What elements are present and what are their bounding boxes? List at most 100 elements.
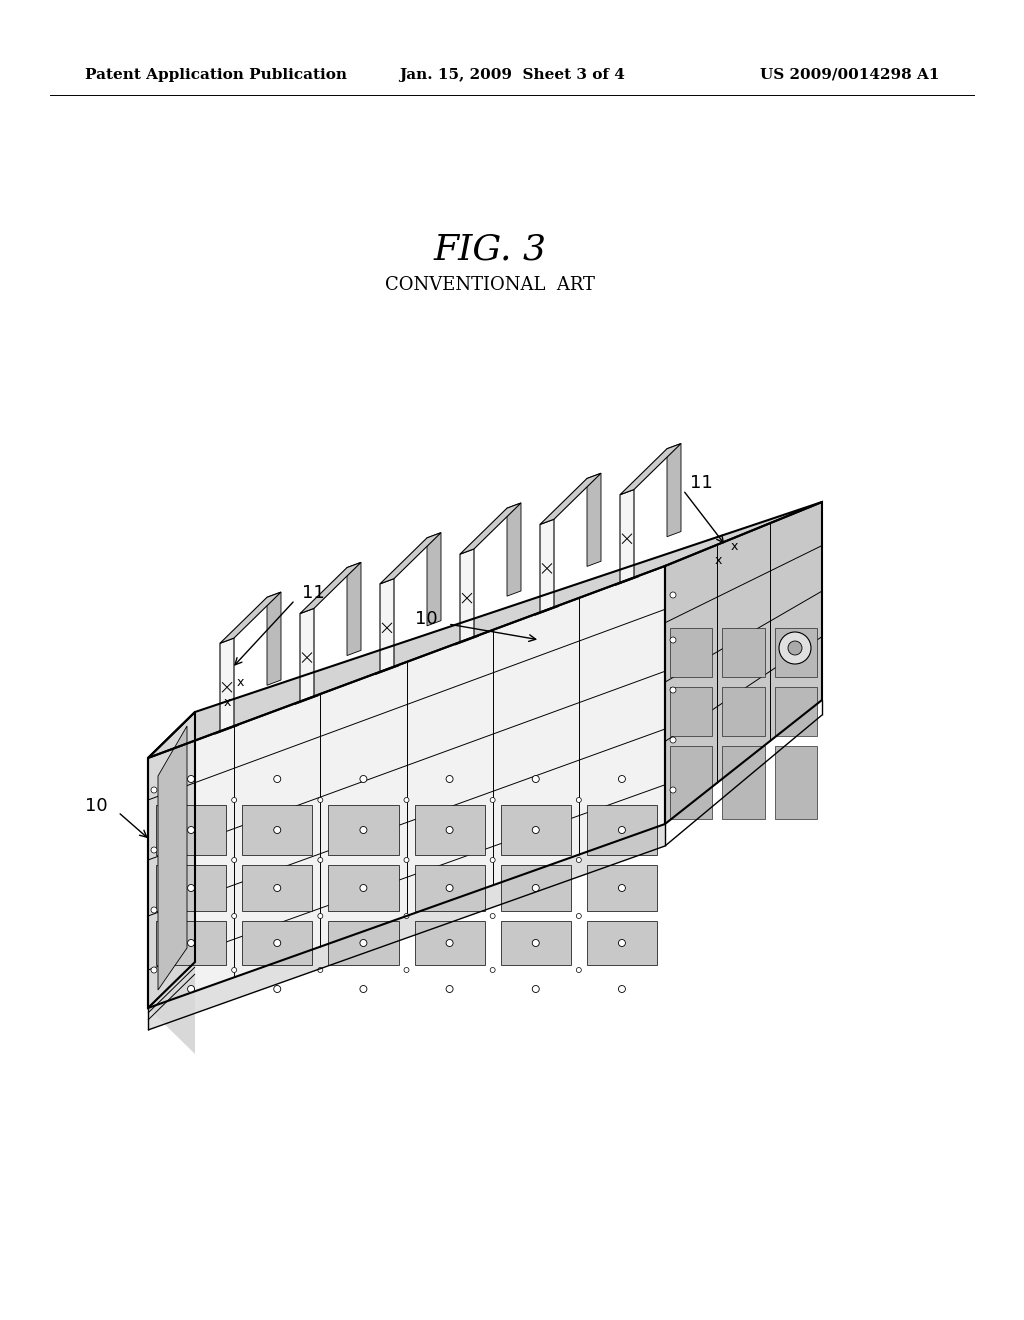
Text: x: x xyxy=(730,540,737,553)
Circle shape xyxy=(446,986,453,993)
Circle shape xyxy=(618,776,626,783)
Circle shape xyxy=(577,968,582,973)
Polygon shape xyxy=(775,746,817,818)
Circle shape xyxy=(187,884,195,891)
Circle shape xyxy=(273,986,281,993)
Polygon shape xyxy=(722,628,765,677)
Circle shape xyxy=(359,776,367,783)
Polygon shape xyxy=(380,578,394,672)
Circle shape xyxy=(273,826,281,833)
Polygon shape xyxy=(427,533,441,626)
Circle shape xyxy=(317,858,323,862)
Text: 10: 10 xyxy=(85,797,108,814)
Polygon shape xyxy=(329,921,398,965)
Polygon shape xyxy=(148,711,195,1053)
Polygon shape xyxy=(501,865,570,911)
Circle shape xyxy=(670,638,676,643)
Circle shape xyxy=(490,913,496,919)
Circle shape xyxy=(404,797,409,803)
Polygon shape xyxy=(620,490,634,582)
Circle shape xyxy=(532,884,540,891)
Circle shape xyxy=(670,737,676,743)
Circle shape xyxy=(187,776,195,783)
Circle shape xyxy=(490,858,496,862)
Circle shape xyxy=(788,642,802,655)
Circle shape xyxy=(577,797,582,803)
Circle shape xyxy=(532,986,540,993)
Polygon shape xyxy=(156,921,226,965)
Polygon shape xyxy=(540,474,601,524)
Circle shape xyxy=(187,986,195,993)
Polygon shape xyxy=(220,593,281,643)
Circle shape xyxy=(532,776,540,783)
Circle shape xyxy=(359,940,367,946)
Text: x: x xyxy=(223,697,230,710)
Polygon shape xyxy=(300,562,361,614)
Polygon shape xyxy=(415,865,484,911)
Polygon shape xyxy=(670,746,713,818)
Text: x: x xyxy=(715,553,722,566)
Circle shape xyxy=(187,826,195,833)
Circle shape xyxy=(317,913,323,919)
Polygon shape xyxy=(670,688,713,737)
Circle shape xyxy=(490,968,496,973)
Text: US 2009/0014298 A1: US 2009/0014298 A1 xyxy=(761,69,940,82)
Circle shape xyxy=(151,847,157,853)
Polygon shape xyxy=(460,549,474,642)
Polygon shape xyxy=(329,865,398,911)
Circle shape xyxy=(618,884,626,891)
Polygon shape xyxy=(587,474,601,566)
Polygon shape xyxy=(501,805,570,855)
Polygon shape xyxy=(300,609,314,701)
Circle shape xyxy=(446,826,453,833)
Polygon shape xyxy=(415,921,484,965)
Polygon shape xyxy=(220,638,234,731)
Circle shape xyxy=(490,797,496,803)
Polygon shape xyxy=(665,502,822,824)
Polygon shape xyxy=(507,503,521,597)
Polygon shape xyxy=(242,921,312,965)
Circle shape xyxy=(670,686,676,693)
Circle shape xyxy=(187,940,195,946)
Text: Patent Application Publication: Patent Application Publication xyxy=(85,69,347,82)
Polygon shape xyxy=(156,805,226,855)
Polygon shape xyxy=(158,726,187,990)
Circle shape xyxy=(231,858,237,862)
Circle shape xyxy=(151,968,157,973)
Polygon shape xyxy=(415,805,484,855)
Circle shape xyxy=(151,907,157,913)
Circle shape xyxy=(446,940,453,946)
Circle shape xyxy=(273,776,281,783)
Circle shape xyxy=(577,858,582,862)
Circle shape xyxy=(446,884,453,891)
Circle shape xyxy=(231,913,237,919)
Circle shape xyxy=(670,787,676,793)
Polygon shape xyxy=(620,444,681,495)
Circle shape xyxy=(404,858,409,862)
Polygon shape xyxy=(148,502,822,758)
Text: CONVENTIONAL  ART: CONVENTIONAL ART xyxy=(385,276,595,294)
Circle shape xyxy=(618,986,626,993)
Circle shape xyxy=(231,797,237,803)
Polygon shape xyxy=(670,628,713,677)
Polygon shape xyxy=(540,519,554,612)
Text: FIG. 3: FIG. 3 xyxy=(433,234,547,267)
Polygon shape xyxy=(722,688,765,737)
Circle shape xyxy=(618,940,626,946)
Polygon shape xyxy=(775,628,817,677)
Polygon shape xyxy=(501,921,570,965)
Circle shape xyxy=(359,986,367,993)
Polygon shape xyxy=(329,805,398,855)
Circle shape xyxy=(618,826,626,833)
Polygon shape xyxy=(347,562,361,656)
Polygon shape xyxy=(722,746,765,818)
Circle shape xyxy=(532,826,540,833)
Circle shape xyxy=(404,968,409,973)
Polygon shape xyxy=(380,533,441,583)
Polygon shape xyxy=(242,865,312,911)
Polygon shape xyxy=(775,688,817,737)
Text: Jan. 15, 2009  Sheet 3 of 4: Jan. 15, 2009 Sheet 3 of 4 xyxy=(399,69,625,82)
Circle shape xyxy=(359,826,367,833)
Polygon shape xyxy=(148,711,195,1008)
Polygon shape xyxy=(667,444,681,537)
